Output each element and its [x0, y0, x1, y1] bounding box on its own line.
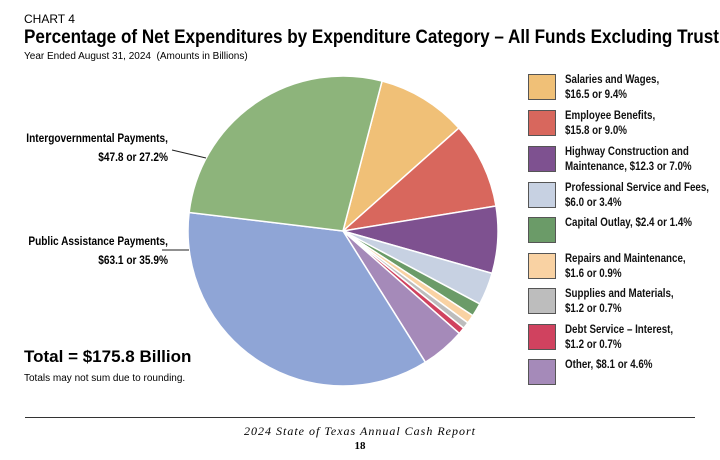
legend-name: Supplies and Materials, — [565, 288, 674, 300]
callout-value: $47.8 or 27.2% — [98, 152, 168, 164]
legend-name: Debt Service – Interest, — [565, 324, 674, 336]
pie-slice — [340, 126, 497, 233]
legend-value: $2.4 or 1.4% — [635, 217, 692, 229]
legend-swatch — [528, 324, 556, 350]
legend-value: $16.5 or 9.4% — [565, 89, 627, 101]
legend-text: Capital Outlay, $2.4 or 1.4% — [565, 216, 718, 231]
legend-value: $1.2 or 0.7% — [565, 339, 622, 351]
legend-name: Capital Outlay, — [565, 217, 633, 229]
legend-value: $1.2 or 0.7% — [565, 303, 622, 315]
legend-name: Repairs and Maintenance, — [565, 253, 686, 265]
footer-rule — [25, 417, 695, 418]
legend-value: $8.1 or 4.6% — [595, 359, 653, 371]
legend-text: Repairs and Maintenance, $1.6 or 0.9% — [565, 252, 718, 282]
legend-value: $1.6 or 0.9% — [565, 268, 622, 280]
legend-name: Highway Construction and Maintenance, — [565, 146, 689, 173]
legend-text: Employee Benefits, $15.8 or 9.0% — [565, 109, 718, 139]
pie-slice — [187, 211, 427, 387]
page-number: 18 — [354, 440, 366, 452]
legend-value: $12.3 or 7.0% — [629, 161, 692, 173]
leader-line — [171, 149, 207, 159]
chart-subtitle: Year Ended August 31, 2024 (Amounts in B… — [24, 51, 248, 62]
footer-title: 2024 State of Texas Annual Cash Report — [243, 424, 476, 438]
legend-swatch — [528, 146, 556, 172]
callout-name: Public Assistance Payments, — [28, 236, 168, 248]
legend-text: Highway Construction and Maintenance, $1… — [565, 145, 718, 175]
callout-name: Intergovernmental Payments, — [26, 133, 168, 145]
legend-name: Employee Benefits, — [565, 110, 656, 122]
callout-value: $63.1 or 35.9% — [98, 255, 168, 267]
legend-name: Professional Service and Fees, — [565, 182, 709, 194]
legend-swatch — [528, 182, 556, 208]
legend-swatch — [528, 217, 556, 243]
legend-swatch — [528, 110, 556, 136]
pie-slice — [188, 75, 383, 232]
legend-swatch — [528, 74, 556, 100]
callout-label: Intergovernmental Payments, $47.8 or 27.2… — [0, 130, 168, 168]
callout-label: Public Assistance Payments, $63.1 or 35.9… — [0, 233, 168, 271]
chart-label: CHART 4 — [24, 12, 75, 26]
legend-swatch — [528, 288, 556, 314]
legend-name: Salaries and Wages, — [565, 74, 660, 86]
note: Totals may not sum due to rounding. — [24, 373, 186, 384]
legend-value: $6.0 or 3.4% — [565, 197, 622, 209]
legend-swatch — [528, 253, 556, 279]
total: Total = $175.8 Billion — [24, 347, 192, 366]
chart-title: Percentage of Net Expenditures by Expend… — [24, 27, 719, 48]
legend-text: Professional Service and Fees, $6.0 or 3… — [565, 181, 718, 211]
legend-text: Debt Service – Interest, $1.2 or 0.7% — [565, 323, 718, 353]
legend-text: Supplies and Materials, $1.2 or 0.7% — [565, 287, 718, 317]
legend-text: Salaries and Wages, $16.5 or 9.4% — [565, 73, 718, 103]
legend-swatch — [528, 359, 556, 385]
legend-value: $15.8 or 9.0% — [565, 125, 627, 137]
legend-name: Other, — [565, 359, 594, 371]
pie-slice — [341, 80, 460, 234]
legend-text: Other, $8.1 or 4.6% — [565, 358, 718, 373]
